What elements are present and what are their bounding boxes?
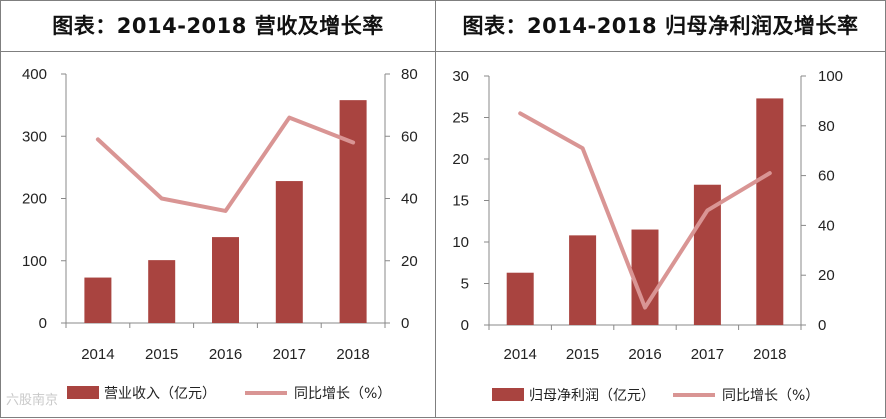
y-tick-label-right: 20 — [401, 253, 418, 270]
x-tick-label: 2018 — [753, 346, 786, 363]
chart-panel-revenue: 图表：2014-2018 营收及增长率 0 100 200 300 400 0 20 40 60… — [0, 0, 436, 418]
legend-label-line: 同比增长（%） — [722, 388, 819, 404]
y-tick-label-right: 60 — [401, 128, 418, 145]
growth-line — [95, 115, 356, 213]
bar — [693, 184, 721, 325]
x-tick-label: 2014 — [81, 346, 114, 363]
x-tick-label: 2015 — [566, 346, 599, 363]
x-tick-label: 2016 — [209, 346, 242, 363]
y-tick-label-left: 25 — [452, 110, 469, 127]
y-tick-label-right: 20 — [818, 267, 835, 284]
y-tick-label-left: 400 — [22, 66, 47, 83]
y-tick-label-left: 20 — [452, 151, 469, 168]
y-tick-label-left: 0 — [461, 317, 469, 334]
y-tick-label-right: 40 — [401, 191, 418, 208]
y-tick-label-right: 80 — [401, 66, 418, 83]
chart-panel-net-profit: 图表：2014-2018 归母净利润及增长率 0 5 10 15 20 25 30 0 20 40… — [435, 0, 886, 418]
bar — [84, 277, 112, 323]
chart-revenue: 0 100 200 300 400 0 20 40 60 80 2014 2015 2016 2017 20… — [22, 66, 418, 402]
bar — [148, 260, 176, 323]
y-tick-label-right: 60 — [818, 168, 835, 185]
y-tick-label-left: 0 — [39, 315, 47, 332]
bar — [212, 237, 239, 323]
legend-label-bar: 营业收入（亿元） — [104, 386, 216, 402]
y-tick-label-left: 30 — [452, 68, 469, 85]
legend-label-line: 同比增长（%） — [294, 386, 391, 402]
x-tick-label: 2018 — [336, 346, 369, 363]
y-tick-label-left: 200 — [22, 191, 47, 208]
chart-title-revenue: 图表：2014-2018 营收及增长率 — [1, 1, 435, 52]
y-tick-label-left: 10 — [452, 234, 469, 251]
x-tick-label: 2015 — [145, 346, 178, 363]
bar — [506, 272, 534, 325]
y-tick-label-left: 300 — [22, 128, 47, 145]
x-tick-label: 2014 — [504, 346, 537, 363]
bar — [569, 235, 597, 325]
y-tick-label-left: 15 — [452, 193, 469, 210]
legend-label-bar: 归母净利润（亿元） — [529, 387, 655, 404]
x-tick-label: 2017 — [691, 346, 724, 363]
chart-title-net-profit: 图表：2014-2018 归母净利润及增长率 — [436, 1, 885, 52]
y-tick-label-right: 0 — [401, 315, 409, 332]
y-tick-label-right: 0 — [818, 317, 826, 334]
y-tick-label-left: 100 — [22, 253, 47, 270]
y-tick-label-right: 100 — [818, 68, 843, 85]
legend-swatch-bar — [492, 388, 524, 401]
growth-line — [518, 111, 772, 310]
y-tick-label-right: 80 — [818, 118, 835, 135]
y-tick-label-left: 5 — [461, 276, 469, 293]
legend-swatch-bar — [67, 386, 99, 399]
bar — [275, 181, 303, 323]
x-tick-label: 2017 — [273, 346, 306, 363]
watermark: 六股南京 — [6, 393, 59, 408]
bar — [631, 229, 659, 325]
y-tick-label-right: 40 — [818, 217, 835, 234]
chart-net-profit: 0 5 10 15 20 25 30 0 20 40 60 80 100 2014 2015 2016 2017… — [452, 68, 843, 404]
bar — [756, 98, 784, 325]
bar — [339, 100, 367, 324]
x-tick-label: 2016 — [628, 346, 661, 363]
